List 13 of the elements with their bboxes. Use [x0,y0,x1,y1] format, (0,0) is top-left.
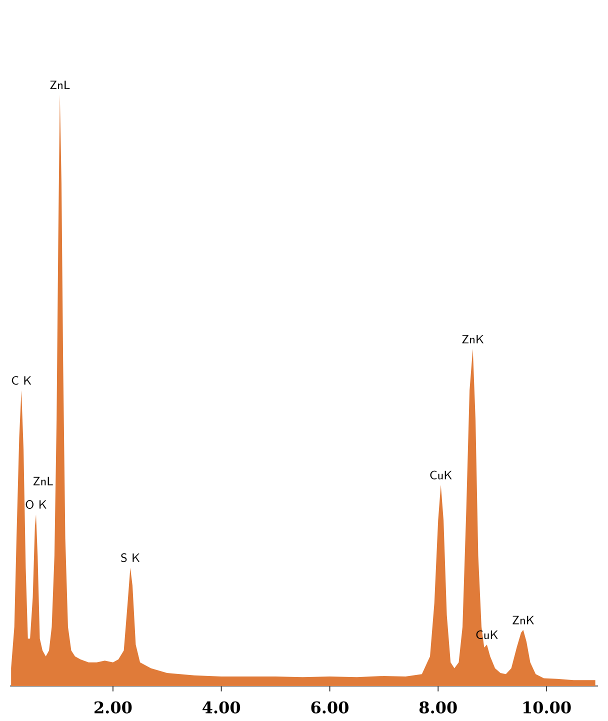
x-tick-label: 10.00 [523,701,571,714]
x-tick-label: 2.00 [94,701,132,714]
x-tick-label: 4.00 [202,701,240,714]
annotation: ZnL [33,476,53,486]
annotation: ZnK [462,334,484,344]
annotation: CuK [430,470,452,480]
annotation: O K [26,500,46,509]
annotation: C K [12,376,32,385]
x-tick-label: 8.00 [419,701,457,714]
annotation: S K [121,553,140,562]
x-tick-label: 6.00 [311,701,348,714]
annotation: ZnK [512,616,534,624]
annotation: ZnL [50,80,70,90]
